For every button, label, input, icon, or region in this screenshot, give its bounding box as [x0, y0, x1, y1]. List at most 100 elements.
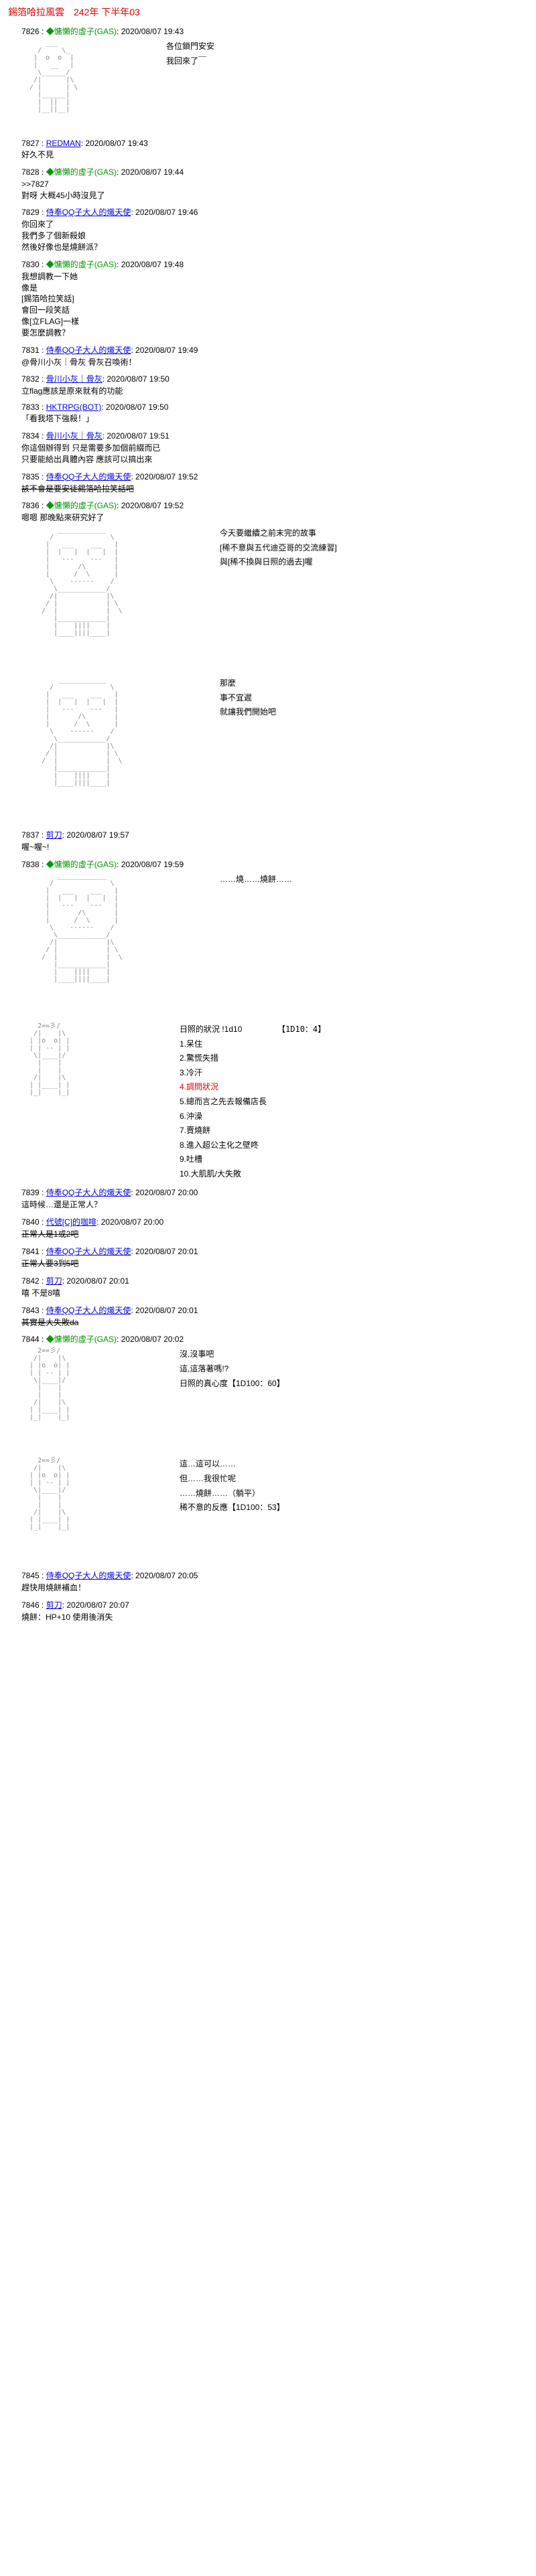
side-text: 今天要繼續之前末完的故事[稀不意與五代迪亞哥的交流練習]與[稀不換與日照的過去]…: [220, 526, 337, 570]
post-id: 7842 :: [21, 1276, 46, 1286]
post-id: 7845 :: [21, 1571, 46, 1580]
post-timestamp: : 2020/08/07 19:43: [117, 27, 184, 36]
post: 7843 : 侍奉QQ子大人的熾天使: 2020/08/07 20:01其實是大…: [8, 1304, 528, 1329]
ascii-row: ____________ / \ | ___ ___ | | | | | | |…: [21, 676, 528, 824]
post-author[interactable]: ◆慵懶的虛子(GAS): [46, 501, 117, 510]
post-body: >>7827對呀 大概45小時沒見了: [21, 179, 528, 202]
page-title: 錫箔哈拉風雲 242年 下半年03: [8, 5, 528, 19]
side-text: 那麼事不宜遲就讓我們開始吧: [220, 676, 276, 720]
post-author[interactable]: 侍奉QQ子大人的熾天使: [46, 208, 131, 217]
post-line: 嗯嗯 那晚點來研究好了: [21, 512, 528, 524]
post-body: 立flag應該是原來就有的功能: [21, 386, 528, 397]
post-header: 7828 : ◆慵懶的虛子(GAS): 2020/08/07 19:44: [21, 166, 528, 177]
post: 7842 : 剪刀: 2020/08/07 20:01嘻 不是8嘻: [8, 1275, 528, 1299]
post-body: 正常人是1或2吧: [21, 1229, 528, 1240]
post-timestamp: : 2020/08/07 20:07: [62, 1600, 129, 1610]
side-text: 沒,沒事吧這,這落著嗎!?日照的真心度【1D100：60】: [180, 1347, 285, 1391]
post-timestamp: : 2020/08/07 20:05: [131, 1571, 198, 1580]
post-author[interactable]: ◆慵懶的虛子(GAS): [46, 167, 117, 177]
post-author[interactable]: ◆慵懶的虛子(GAS): [46, 860, 117, 869]
post-header: 7839 : 侍奉QQ子大人的熾天使: 2020/08/07 20:00: [21, 1187, 528, 1198]
post-timestamp: : 2020/08/07 19:48: [117, 260, 184, 269]
side-text: ……燒……燒餅……: [220, 873, 292, 887]
ascii-art: 2==彡/ /| |\ | |o o| | | | -- | | \|____|…: [21, 1347, 169, 1454]
post-line: >>7827: [21, 179, 528, 190]
post-line: 燒餅：HP+10 使用後消失: [21, 1612, 528, 1623]
post-author[interactable]: 侍奉QQ子大人的熾天使: [46, 346, 131, 355]
post-line-strike: 正常人是1或2吧: [21, 1229, 528, 1240]
post-author[interactable]: 骨川小灰｜骨灰: [46, 374, 103, 384]
post-timestamp: : 2020/08/07 19:43: [81, 139, 148, 148]
post-author[interactable]: 侍奉QQ子大人的熾天使: [46, 472, 131, 481]
post: 7844 : ◆慵懶的虛子(GAS): 2020/08/07 20:02 2==…: [8, 1333, 528, 1564]
side-text: 這…這可以……但……我很忙呢……燒餅……（躺平）稀不意的反應【1D100：53】: [180, 1457, 285, 1515]
post: 7835 : 侍奉QQ子大人的熾天使: 2020/08/07 19:52 該不會是…: [8, 471, 528, 495]
post-author[interactable]: ◆慵懶的虛子(GAS): [46, 27, 117, 36]
post-id: 7839 :: [21, 1188, 46, 1197]
post-header: 7841 : 侍奉QQ子大人的熾天使: 2020/08/07 20:01: [21, 1245, 528, 1257]
post-author[interactable]: 剪刀: [46, 1600, 62, 1610]
ascii-art: 2==彡/ /| |\ | |o o| | | | -- | | \|____|…: [21, 1022, 169, 1130]
post-author[interactable]: 剪刀: [46, 830, 62, 840]
post-header: 7837 : 剪刀: 2020/08/07 19:57: [21, 829, 528, 840]
post-body: 「看我塔下強殺！」: [21, 413, 528, 425]
post-body: 正常人要3到5吧: [21, 1258, 528, 1270]
post: 7827 : REDMAN: 2020/08/07 19:43好久不見: [8, 139, 528, 161]
post-id: 7832 :: [21, 374, 46, 384]
post-header: 7830 : ◆慵懶的虛子(GAS): 2020/08/07 19:48: [21, 258, 528, 270]
post-line: 好久不見: [21, 149, 528, 161]
post-header: 7845 : 侍奉QQ子大人的熾天使: 2020/08/07 20:05: [21, 1570, 528, 1581]
post-header: 7834 : 骨川小灰｜骨灰: 2020/08/07 19:51: [21, 430, 528, 441]
post-author[interactable]: REDMAN: [46, 139, 81, 148]
post-id: 7846 :: [21, 1600, 46, 1610]
post-line: 趕快用燒餅補血！: [21, 1582, 528, 1594]
post-author[interactable]: HKTRPG(BOT): [46, 402, 102, 412]
post-timestamp: : 2020/08/07 19:46: [131, 208, 198, 217]
post-body: ____________ / \ | ___ ___ | | | | | | |…: [21, 873, 528, 1182]
post-id: 7844 :: [21, 1335, 46, 1344]
post-body: 我想調教一下她像是[錫箔哈拉笑話]會回一段笑話像[立FLAG]一樣要怎麼調教？: [21, 271, 528, 339]
post-author[interactable]: 侍奉QQ子大人的熾天使: [46, 1571, 131, 1580]
post-author[interactable]: ◆慵懶的虛子(GAS): [46, 260, 117, 269]
post-author[interactable]: 代號[C]的咖啡: [46, 1217, 96, 1227]
post-author[interactable]: 侍奉QQ子大人的熾天使: [46, 1188, 131, 1197]
post-author[interactable]: 剪刀: [46, 1276, 62, 1286]
post-id: 7841 :: [21, 1247, 46, 1256]
post-body: @骨川小灰｜骨灰 骨灰召喚術！: [21, 357, 528, 368]
post-id: 7835 :: [21, 472, 46, 481]
post-line: 「看我塔下強殺！」: [21, 413, 528, 425]
post-header: 7836 : ◆慵懶的虛子(GAS): 2020/08/07 19:52: [21, 500, 528, 511]
post-timestamp: : 2020/08/07 19:51: [103, 431, 170, 441]
post: 7838 : ◆慵懶的虛子(GAS): 2020/08/07 19:59 ___…: [8, 858, 528, 1182]
ascii-row: 2==彡/ /| |\ | |o o| | | | -- | | \|____|…: [21, 1457, 528, 1564]
post: 7831 : 侍奉QQ子大人的熾天使: 2020/08/07 19:49@骨川小…: [8, 344, 528, 368]
post-body: 你這個辦得到 只是需要多加個前綴而已只要能給出具體內容 應該可以搞出來: [21, 443, 528, 465]
post-line: 只要能給出具體內容 應該可以搞出來: [21, 454, 528, 465]
post-author[interactable]: ◆慵懶的虛子(GAS): [46, 1335, 117, 1344]
post-timestamp: : 2020/08/07 19:59: [117, 860, 184, 869]
post: 7839 : 侍奉QQ子大人的熾天使: 2020/08/07 20:00這時候……: [8, 1187, 528, 1211]
post-line: 像[立FLAG]一樣: [21, 316, 528, 327]
post-timestamp: : 2020/08/07 20:00: [96, 1217, 163, 1227]
post-body: 嗯嗯 那晚點來研究好了 ____________ / \ | ___ ___ |…: [21, 512, 528, 824]
post-author[interactable]: 骨川小灰｜骨灰: [46, 431, 103, 441]
post-header: 7827 : REDMAN: 2020/08/07 19:43: [21, 139, 528, 148]
post-line-strike: 正常人要3到5吧: [21, 1258, 528, 1270]
posts-container: 7826 : ◆慵懶的虛子(GAS): 2020/08/07 19:43 ___…: [8, 25, 528, 1623]
post-author[interactable]: 侍奉QQ子大人的熾天使: [46, 1306, 131, 1315]
post-id: 7838 :: [21, 860, 46, 869]
post-line: 嘻 不是8嘻: [21, 1288, 528, 1299]
post-line-strike: 該不會是要安徒錫箔哈拉笑話吧: [21, 483, 528, 495]
post-id: 7828 :: [21, 167, 46, 177]
post: 7836 : ◆慵懶的虛子(GAS): 2020/08/07 19:52嗯嗯 那…: [8, 500, 528, 824]
post-line: 然後好像也是燒餅派？: [21, 242, 528, 253]
ascii-art: ____________ / \ | ___ ___ | | | | | | |…: [21, 873, 209, 1020]
post: 7840 : 代號[C]的咖啡: 2020/08/07 20:00正常人是1或2…: [8, 1216, 528, 1240]
post: 7830 : ◆慵懶的虛子(GAS): 2020/08/07 19:48我想調教…: [8, 258, 528, 339]
post-timestamp: : 2020/08/07 19:52: [131, 472, 198, 481]
post-author[interactable]: 侍奉QQ子大人的熾天使: [46, 1247, 131, 1256]
post-timestamp: : 2020/08/07 19:50: [103, 374, 170, 384]
post-timestamp: : 2020/08/07 20:00: [131, 1188, 198, 1197]
post: 7834 : 骨川小灰｜骨灰: 2020/08/07 19:51 你這個辦得到 只…: [8, 430, 528, 465]
post-timestamp: : 2020/08/07 20:02: [117, 1335, 184, 1344]
